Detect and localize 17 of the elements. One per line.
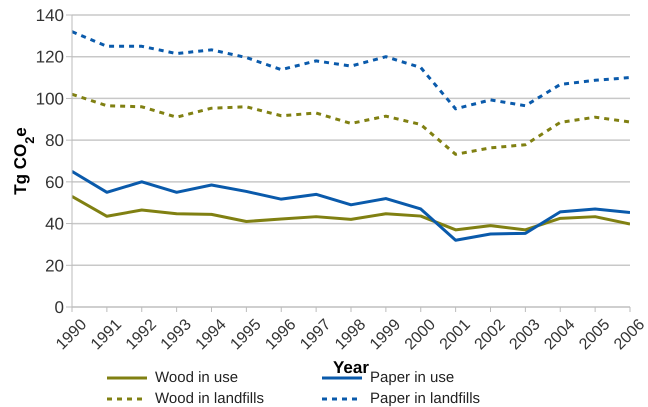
line-series xyxy=(72,170,630,242)
legend-label: Wood in landfills xyxy=(155,390,264,407)
x-axis-title: Year xyxy=(333,358,370,377)
line-series xyxy=(72,194,630,232)
legend-label: Wood in use xyxy=(155,369,238,386)
y-tick-label: 100 xyxy=(36,89,64,108)
line-series xyxy=(72,30,630,110)
y-tick-label: 140 xyxy=(36,6,64,26)
legend-label: Paper in use xyxy=(370,369,454,386)
line-series xyxy=(72,92,630,156)
y-tick-label: 40 xyxy=(45,214,64,234)
y-tick-label: 60 xyxy=(45,172,64,192)
y-tick-label: 0 xyxy=(54,298,64,318)
y-tick-label: 80 xyxy=(45,131,64,150)
legend-label: Paper in landfills xyxy=(370,390,480,407)
y-tick-label: 120 xyxy=(36,48,64,67)
y-tick-label: 20 xyxy=(45,256,64,276)
